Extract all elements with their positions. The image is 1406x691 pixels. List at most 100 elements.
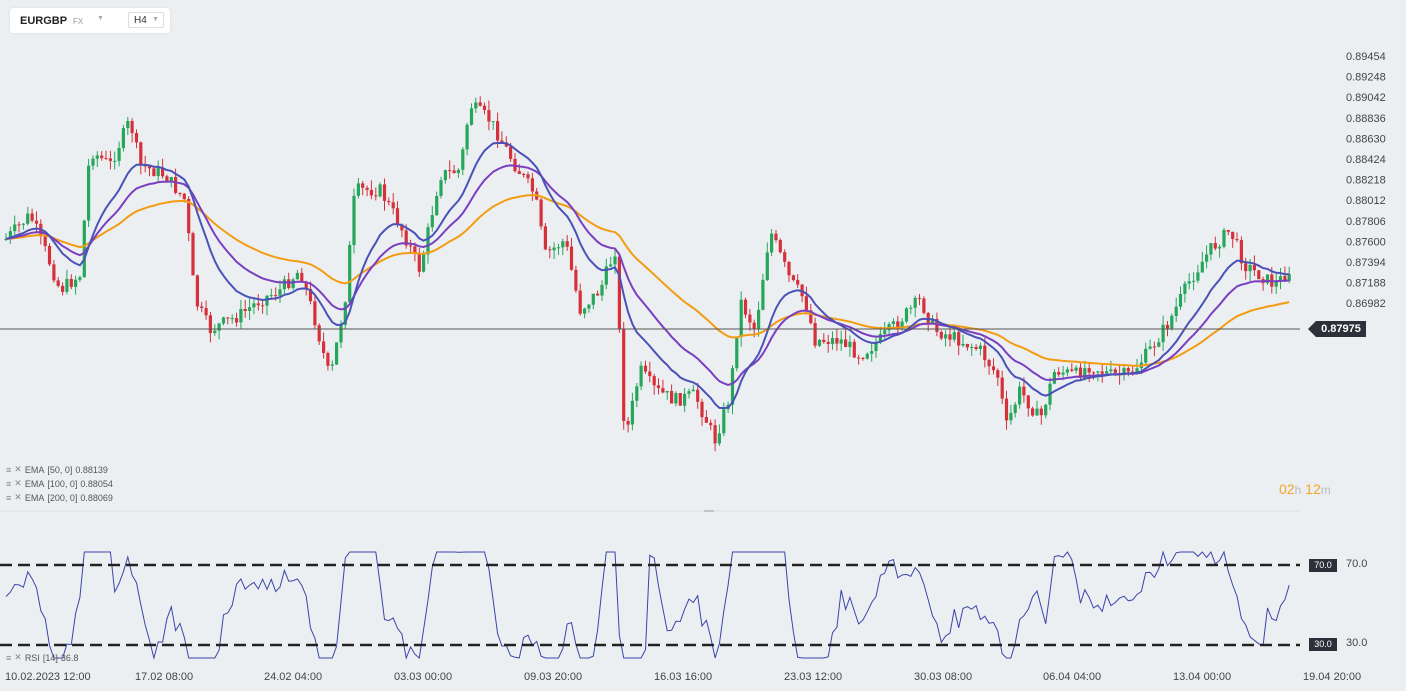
candle-body xyxy=(278,289,282,296)
candle-body xyxy=(1074,367,1078,371)
price-tick-label: 0.89042 xyxy=(1346,92,1386,104)
candle-body xyxy=(909,307,913,309)
candle-body xyxy=(91,158,95,166)
candle-body xyxy=(609,264,613,267)
candle-body xyxy=(300,272,304,283)
candle-body xyxy=(8,231,12,239)
candle-body xyxy=(108,158,112,161)
candle-body xyxy=(234,318,239,323)
candle-body xyxy=(709,422,713,426)
candle-body xyxy=(1004,398,1009,421)
legend-label: RSI xyxy=(24,652,40,663)
settings-icon[interactable]: ≡ xyxy=(6,492,12,503)
legend-params: [50, 0] xyxy=(47,464,73,475)
candle-body xyxy=(130,121,134,133)
candle-body xyxy=(635,386,639,401)
close-icon[interactable]: ✕ xyxy=(14,478,22,488)
candle-body xyxy=(52,264,56,281)
candle-body xyxy=(1196,272,1200,281)
candle-body xyxy=(530,178,534,192)
candle-body xyxy=(1252,264,1256,271)
candle-body xyxy=(317,325,321,342)
time-tick-label: 17.02 08:00 xyxy=(135,671,193,683)
candle-body xyxy=(282,279,286,290)
candle-body xyxy=(478,102,482,106)
candle-body xyxy=(213,330,217,334)
candle-body xyxy=(996,370,1000,378)
timeframe-select[interactable]: H4 ▼ xyxy=(128,12,164,28)
candle-body xyxy=(852,341,856,358)
ema-200-line xyxy=(5,194,1290,367)
ema-50-line xyxy=(5,141,1290,410)
candle-body xyxy=(522,174,526,175)
candle-body xyxy=(556,247,561,249)
close-icon[interactable]: ✕ xyxy=(14,652,22,662)
candle-body xyxy=(435,196,439,216)
candle-body xyxy=(74,279,78,287)
time-tick-label: 09.03 20:00 xyxy=(524,671,582,683)
settings-icon[interactable]: ≡ xyxy=(6,652,12,663)
legend-label: EMA xyxy=(24,464,45,475)
price-tick-label: 0.88424 xyxy=(1346,154,1386,166)
candle-body xyxy=(422,254,426,272)
symbol-name[interactable]: EURGBP xyxy=(20,15,68,27)
candle-body xyxy=(813,323,817,346)
candle-body xyxy=(1287,274,1291,281)
candle-body xyxy=(696,389,700,402)
time-tick-label: 16.03 16:00 xyxy=(654,671,712,683)
candle-body xyxy=(1039,408,1043,416)
chevron-down-icon[interactable]: ▼ xyxy=(97,15,104,22)
candle-body xyxy=(678,393,682,406)
legend-value: 0.88069 xyxy=(80,492,113,503)
candle-body xyxy=(113,160,117,162)
market-type[interactable]: FX xyxy=(73,17,84,26)
candle-body xyxy=(826,341,830,344)
candle-body xyxy=(796,279,800,285)
candle-body xyxy=(378,184,382,197)
price-tick-label: 0.89248 xyxy=(1346,72,1386,84)
candle-body xyxy=(1091,372,1096,374)
legend-ema-50[interactable]: ≡ ✕ EMA [50, 0] 0.88139 xyxy=(6,464,108,475)
candle-body xyxy=(1126,368,1130,372)
candle-body xyxy=(835,338,839,344)
legend-rsi[interactable]: ≡ ✕ RSI [14] 36.8 xyxy=(6,652,78,663)
candle-body xyxy=(1244,263,1248,272)
settings-icon[interactable]: ≡ xyxy=(6,464,12,475)
candle-body xyxy=(1122,368,1126,376)
candle-body xyxy=(952,332,956,340)
candle-body xyxy=(1109,369,1113,372)
candle-body xyxy=(565,241,569,247)
candle-body xyxy=(496,121,500,141)
candle-body xyxy=(687,391,691,394)
candle-body xyxy=(474,102,478,109)
close-icon[interactable]: ✕ xyxy=(14,492,22,502)
candle-body xyxy=(870,351,874,354)
candle-body xyxy=(261,305,265,307)
candle-body xyxy=(500,140,504,143)
candle-body xyxy=(1135,368,1139,374)
candle-body xyxy=(1044,404,1048,416)
candle-body xyxy=(252,303,256,308)
legend-ema-200[interactable]: ≡ ✕ EMA [200, 0] 0.88069 xyxy=(6,492,113,503)
close-icon[interactable]: ✕ xyxy=(14,464,22,474)
candle-body xyxy=(169,177,173,182)
candle-body xyxy=(656,385,661,389)
price-tick-label: 0.88630 xyxy=(1346,133,1386,145)
candle-body xyxy=(865,353,869,359)
candle-body xyxy=(121,128,125,148)
candle-body xyxy=(987,360,991,367)
settings-icon[interactable]: ≡ xyxy=(6,478,12,489)
candle-body xyxy=(1200,261,1204,273)
legend-ema-100[interactable]: ≡ ✕ EMA [100, 0] 0.88054 xyxy=(6,478,113,489)
candle-body xyxy=(1113,369,1117,373)
candle-countdown: 02h 12m xyxy=(1279,481,1331,497)
candle-body xyxy=(82,220,86,278)
candle-body xyxy=(517,171,521,174)
candle-body xyxy=(430,215,434,228)
candle-body xyxy=(335,342,339,365)
candle-body xyxy=(509,146,513,159)
candle-body xyxy=(844,339,848,348)
candle-body xyxy=(404,230,408,246)
candle-body xyxy=(970,347,974,348)
